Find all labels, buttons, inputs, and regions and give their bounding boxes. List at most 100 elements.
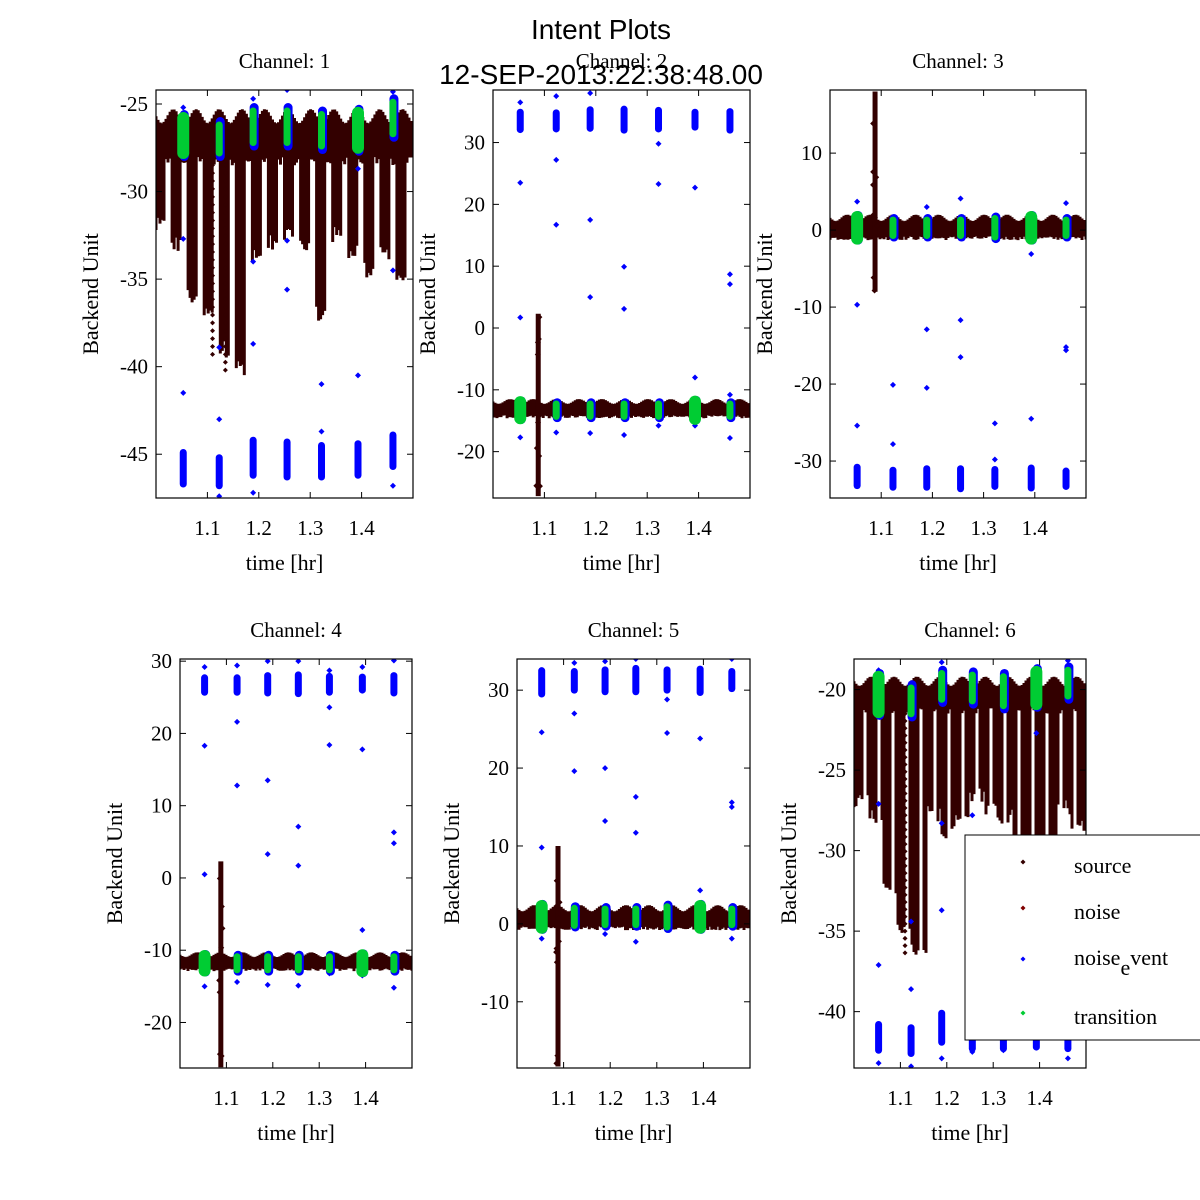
noise-event-point: [991, 456, 998, 463]
noise-event-point: [923, 384, 930, 391]
x-tick-label: 1.4: [1022, 516, 1049, 540]
source-tail-point: [902, 747, 908, 753]
x-tick-label: 1.3: [297, 516, 323, 540]
x-tick-label: 1.2: [597, 1086, 623, 1110]
noise-event-point: [295, 862, 302, 869]
y-tick-label: -10: [481, 990, 509, 1014]
noise-event-point: [1063, 200, 1070, 207]
legend-marker-glyph: [1020, 956, 1026, 962]
source-tail-point: [222, 265, 228, 271]
noise-event-point: [632, 793, 639, 800]
source-tail-point: [902, 754, 908, 760]
y-axis-label: Backend Unit: [439, 803, 464, 925]
noise-event-point: [234, 782, 241, 789]
y-tick-label: 10: [488, 834, 509, 858]
x-tick-label: 1.1: [887, 1086, 913, 1110]
noise-event-point: [201, 871, 208, 878]
y-tick-label: 10: [151, 794, 172, 818]
noise-event-point: [726, 271, 733, 278]
noise-event-point: [389, 267, 396, 274]
y-tick-label: 10: [464, 254, 485, 278]
source-tail-point: [902, 769, 908, 775]
y-tick-label: 10: [801, 141, 822, 165]
noise-event-point: [1063, 344, 1070, 351]
noise-event-point: [908, 1063, 915, 1068]
x-tick-label: 1.3: [970, 516, 996, 540]
noise-event-point: [875, 961, 882, 968]
noise-event-point: [621, 263, 628, 270]
y-tick-label: -30: [120, 180, 148, 204]
x-tick-label: 1.1: [531, 516, 557, 540]
y-axis-label: Backend Unit: [752, 233, 777, 355]
x-tick-label: 1.2: [260, 1086, 286, 1110]
source-tail-point: [914, 740, 920, 746]
noise-event-point: [355, 165, 362, 172]
source-tail-point: [210, 225, 216, 231]
noise-event-point: [697, 735, 704, 742]
figure-subtitle-timestamp: 12-SEP-2013:22:38:48.00: [439, 59, 763, 90]
source-tail-point: [210, 336, 216, 342]
noise-event-point: [264, 777, 271, 784]
source-tail-point: [222, 336, 228, 342]
source-tail-point: [210, 273, 216, 279]
source-tail-point: [210, 344, 216, 350]
source-tail-point: [210, 194, 216, 200]
noise-event-point: [692, 374, 699, 381]
source-tail-point: [902, 841, 908, 847]
source-tail-point: [222, 202, 228, 208]
source-tail-point: [914, 769, 920, 775]
noise-event-point: [957, 354, 964, 361]
source-tail-point: [210, 210, 216, 216]
source-point: [553, 945, 560, 952]
series-transition: [177, 98, 397, 160]
y-tick-label: -40: [120, 355, 148, 379]
noise-event-point: [969, 812, 976, 819]
legend: source noise noiseevent transition: [964, 834, 1200, 1041]
y-tick-label: -20: [794, 372, 822, 396]
axes-frame: [516, 658, 751, 1069]
source-tail-point: [222, 233, 228, 239]
source-point: [216, 989, 223, 996]
source-tail-point: [902, 761, 908, 767]
y-tick-label: -35: [818, 919, 846, 943]
panel-title: Channel: 5: [588, 618, 680, 642]
x-tick-label: 1.3: [634, 516, 660, 540]
source-tail-point: [902, 783, 908, 789]
panel-title: Channel: 4: [250, 618, 342, 642]
series-source: [156, 109, 413, 375]
x-tick-label: 1.4: [1026, 1086, 1053, 1110]
source-tail-point: [914, 812, 920, 818]
source-tail-point: [902, 732, 908, 738]
source-tail-point: [902, 798, 908, 804]
source-tail-point: [222, 178, 228, 184]
noise-event-point: [664, 730, 671, 737]
source-tail-point: [210, 202, 216, 208]
source-tail-point: [222, 312, 228, 318]
source-point: [534, 351, 541, 358]
noise-event-point: [359, 746, 366, 753]
source-point: [219, 955, 226, 962]
noise-event-point: [875, 800, 882, 807]
source-tail-point: [222, 249, 228, 255]
source-tail-point: [902, 740, 908, 746]
panel-title: Channel: 3: [912, 49, 1004, 73]
noise-event-point: [180, 235, 187, 242]
source-tail-point: [902, 812, 908, 818]
noise-event-point: [553, 221, 560, 228]
source-tail-point: [902, 877, 908, 883]
source-tail-point: [902, 711, 908, 717]
noise-event-point: [389, 482, 396, 489]
source-tail-point: [902, 725, 908, 731]
source-point: [219, 925, 226, 932]
noise-event-point: [326, 741, 333, 748]
panel-channel-5: 1.1 1.2 1.3 1.4 30 20 10 0 -10 Channel: 5 time [hr…: [439, 618, 751, 1145]
x-tick-label: 1.4: [690, 1086, 717, 1110]
noise-event-point: [571, 768, 578, 775]
source-tail-point: [222, 320, 228, 326]
x-axis-label: time [hr]: [246, 550, 324, 575]
source-tail-point: [914, 754, 920, 760]
noise-event-point: [234, 979, 241, 986]
source-tail-point: [222, 344, 228, 350]
series-transition: [872, 665, 1072, 719]
y-axis-label: Backend Unit: [78, 233, 103, 355]
